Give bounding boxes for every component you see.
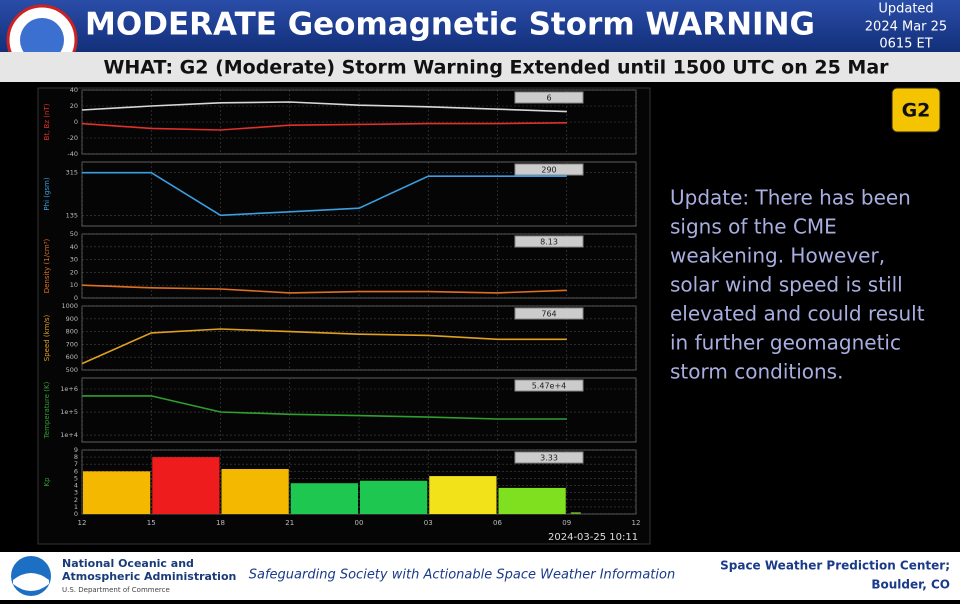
y-tick-label: 900 xyxy=(66,315,78,323)
readout: 5.47e+4 xyxy=(532,382,567,391)
noaa-logo-wave xyxy=(13,573,49,591)
subheader-bar xyxy=(0,52,960,82)
readout: 6 xyxy=(546,94,551,103)
panel-y-label: Phi (gsm) xyxy=(43,177,51,210)
panel-y-label: Kp xyxy=(43,477,51,487)
series-line xyxy=(81,122,567,131)
y-tick-label: 1 xyxy=(74,503,78,511)
y-tick-label: 8 xyxy=(74,453,78,461)
updated: 2024 Mar 25 xyxy=(865,20,947,35)
update-text: signs of the CME xyxy=(670,215,837,239)
footer-org: National Oceanic and xyxy=(62,557,194,570)
title: MODERATE Geomagnetic Storm WARNING xyxy=(85,7,815,43)
y-tick-label: -40 xyxy=(67,150,78,158)
y-tick-label: 3 xyxy=(74,489,78,497)
series-line xyxy=(82,171,567,217)
y-tick-label: 0 xyxy=(74,294,78,302)
series-line xyxy=(82,395,567,420)
panel-y-label: Temperature (K) xyxy=(43,381,51,439)
y-tick-label: 1e+4 xyxy=(60,431,78,439)
readout-box xyxy=(514,163,584,176)
update-text: in further geomagnetic xyxy=(670,331,901,355)
y-tick-label: -20 xyxy=(67,134,78,142)
x-tick-label: 03 xyxy=(424,519,433,527)
x-tick-label: 06 xyxy=(493,519,502,527)
kp-bar xyxy=(429,476,497,514)
updated: Updated xyxy=(878,2,933,17)
readout-box xyxy=(514,235,584,248)
footer-dept: U.S. Department of Commerce xyxy=(62,586,170,594)
y-tick-label: 315 xyxy=(66,169,78,177)
update-text: solar wind speed is still xyxy=(670,273,903,297)
series-line xyxy=(81,328,567,365)
g-badge xyxy=(891,87,941,133)
readout: 290 xyxy=(541,166,556,175)
readout-box xyxy=(514,91,584,104)
readout-box xyxy=(514,451,584,464)
y-tick-label: 135 xyxy=(66,211,78,219)
timestamp: 2024-03-25 10:11 xyxy=(548,532,638,543)
y-tick-label: 2 xyxy=(74,496,78,504)
y-tick-label: 1000 xyxy=(61,302,78,310)
kp-bar xyxy=(221,468,289,514)
x-tick-label: 12 xyxy=(78,519,87,527)
y-tick-label: 1e+6 xyxy=(60,385,78,393)
x-tick-label: 12 xyxy=(632,519,641,527)
y-tick-label: 40 xyxy=(70,86,78,94)
x-tick-label: 00 xyxy=(355,519,364,527)
readout-box xyxy=(514,307,584,320)
panel-y-label: Density (1/cm³) xyxy=(43,238,51,293)
footer-org: Atmospheric Administration xyxy=(62,570,236,583)
y-tick-label: 6 xyxy=(74,467,78,475)
footer-center: Space Weather Prediction Center; xyxy=(720,559,950,573)
y-tick-label: 800 xyxy=(66,328,78,336)
readout: 3.33 xyxy=(540,454,558,463)
y-tick-label: 20 xyxy=(70,268,78,276)
y-tick-label: 30 xyxy=(70,256,78,264)
x-tick-label: 21 xyxy=(285,519,294,527)
series-line xyxy=(81,101,567,113)
kp-bar xyxy=(360,480,428,514)
kp-bar xyxy=(152,457,220,514)
y-tick-label: 4 xyxy=(74,482,78,490)
y-tick-label: 20 xyxy=(70,102,78,110)
footer-bar xyxy=(0,552,960,600)
subtitle: WHAT: G2 (Moderate) Storm Warning Extend… xyxy=(103,57,889,79)
g-badge-text: G2 xyxy=(902,100,931,122)
y-tick-label: 600 xyxy=(66,353,78,361)
updated: 0615 ET xyxy=(879,37,932,52)
x-tick-label: 18 xyxy=(216,519,225,527)
y-tick-label: 0 xyxy=(74,118,78,126)
x-tick-label: 09 xyxy=(562,519,571,527)
y-tick-label: 40 xyxy=(70,243,78,251)
update-text: storm conditions. xyxy=(670,360,843,384)
y-tick-label: 10 xyxy=(70,281,78,289)
y-tick-label: 5 xyxy=(74,474,78,482)
update-text: elevated and could result xyxy=(670,302,925,326)
y-tick-label: 700 xyxy=(66,340,78,348)
y-tick-label: 9 xyxy=(74,446,78,454)
update-text: Update: There has been xyxy=(670,186,911,210)
y-tick-label: 0 xyxy=(74,510,78,518)
footer-tagline: Safeguarding Society with Actionable Spa… xyxy=(249,568,675,583)
nws-logo-inner xyxy=(20,18,64,62)
readout-box xyxy=(514,379,584,392)
kp-bar xyxy=(83,471,151,514)
y-tick-label: 50 xyxy=(70,230,78,238)
y-tick-label: 7 xyxy=(74,460,78,468)
header-bar xyxy=(0,0,960,52)
kp-bar xyxy=(498,487,566,514)
x-tick-label: 15 xyxy=(147,519,156,527)
panel-y-label: Speed (km/s) xyxy=(43,314,51,361)
footer-center: Boulder, CO xyxy=(871,578,950,592)
series-line xyxy=(81,284,567,294)
panel-y-label: Bt, Bz (nT) xyxy=(43,103,51,140)
readout: 8.13 xyxy=(540,238,558,247)
y-tick-label: 500 xyxy=(66,366,78,374)
kp-bar xyxy=(290,483,358,514)
readout: 764 xyxy=(541,310,556,319)
update-text: weakening. However, xyxy=(670,244,885,268)
y-tick-label: 1e+5 xyxy=(60,408,78,416)
